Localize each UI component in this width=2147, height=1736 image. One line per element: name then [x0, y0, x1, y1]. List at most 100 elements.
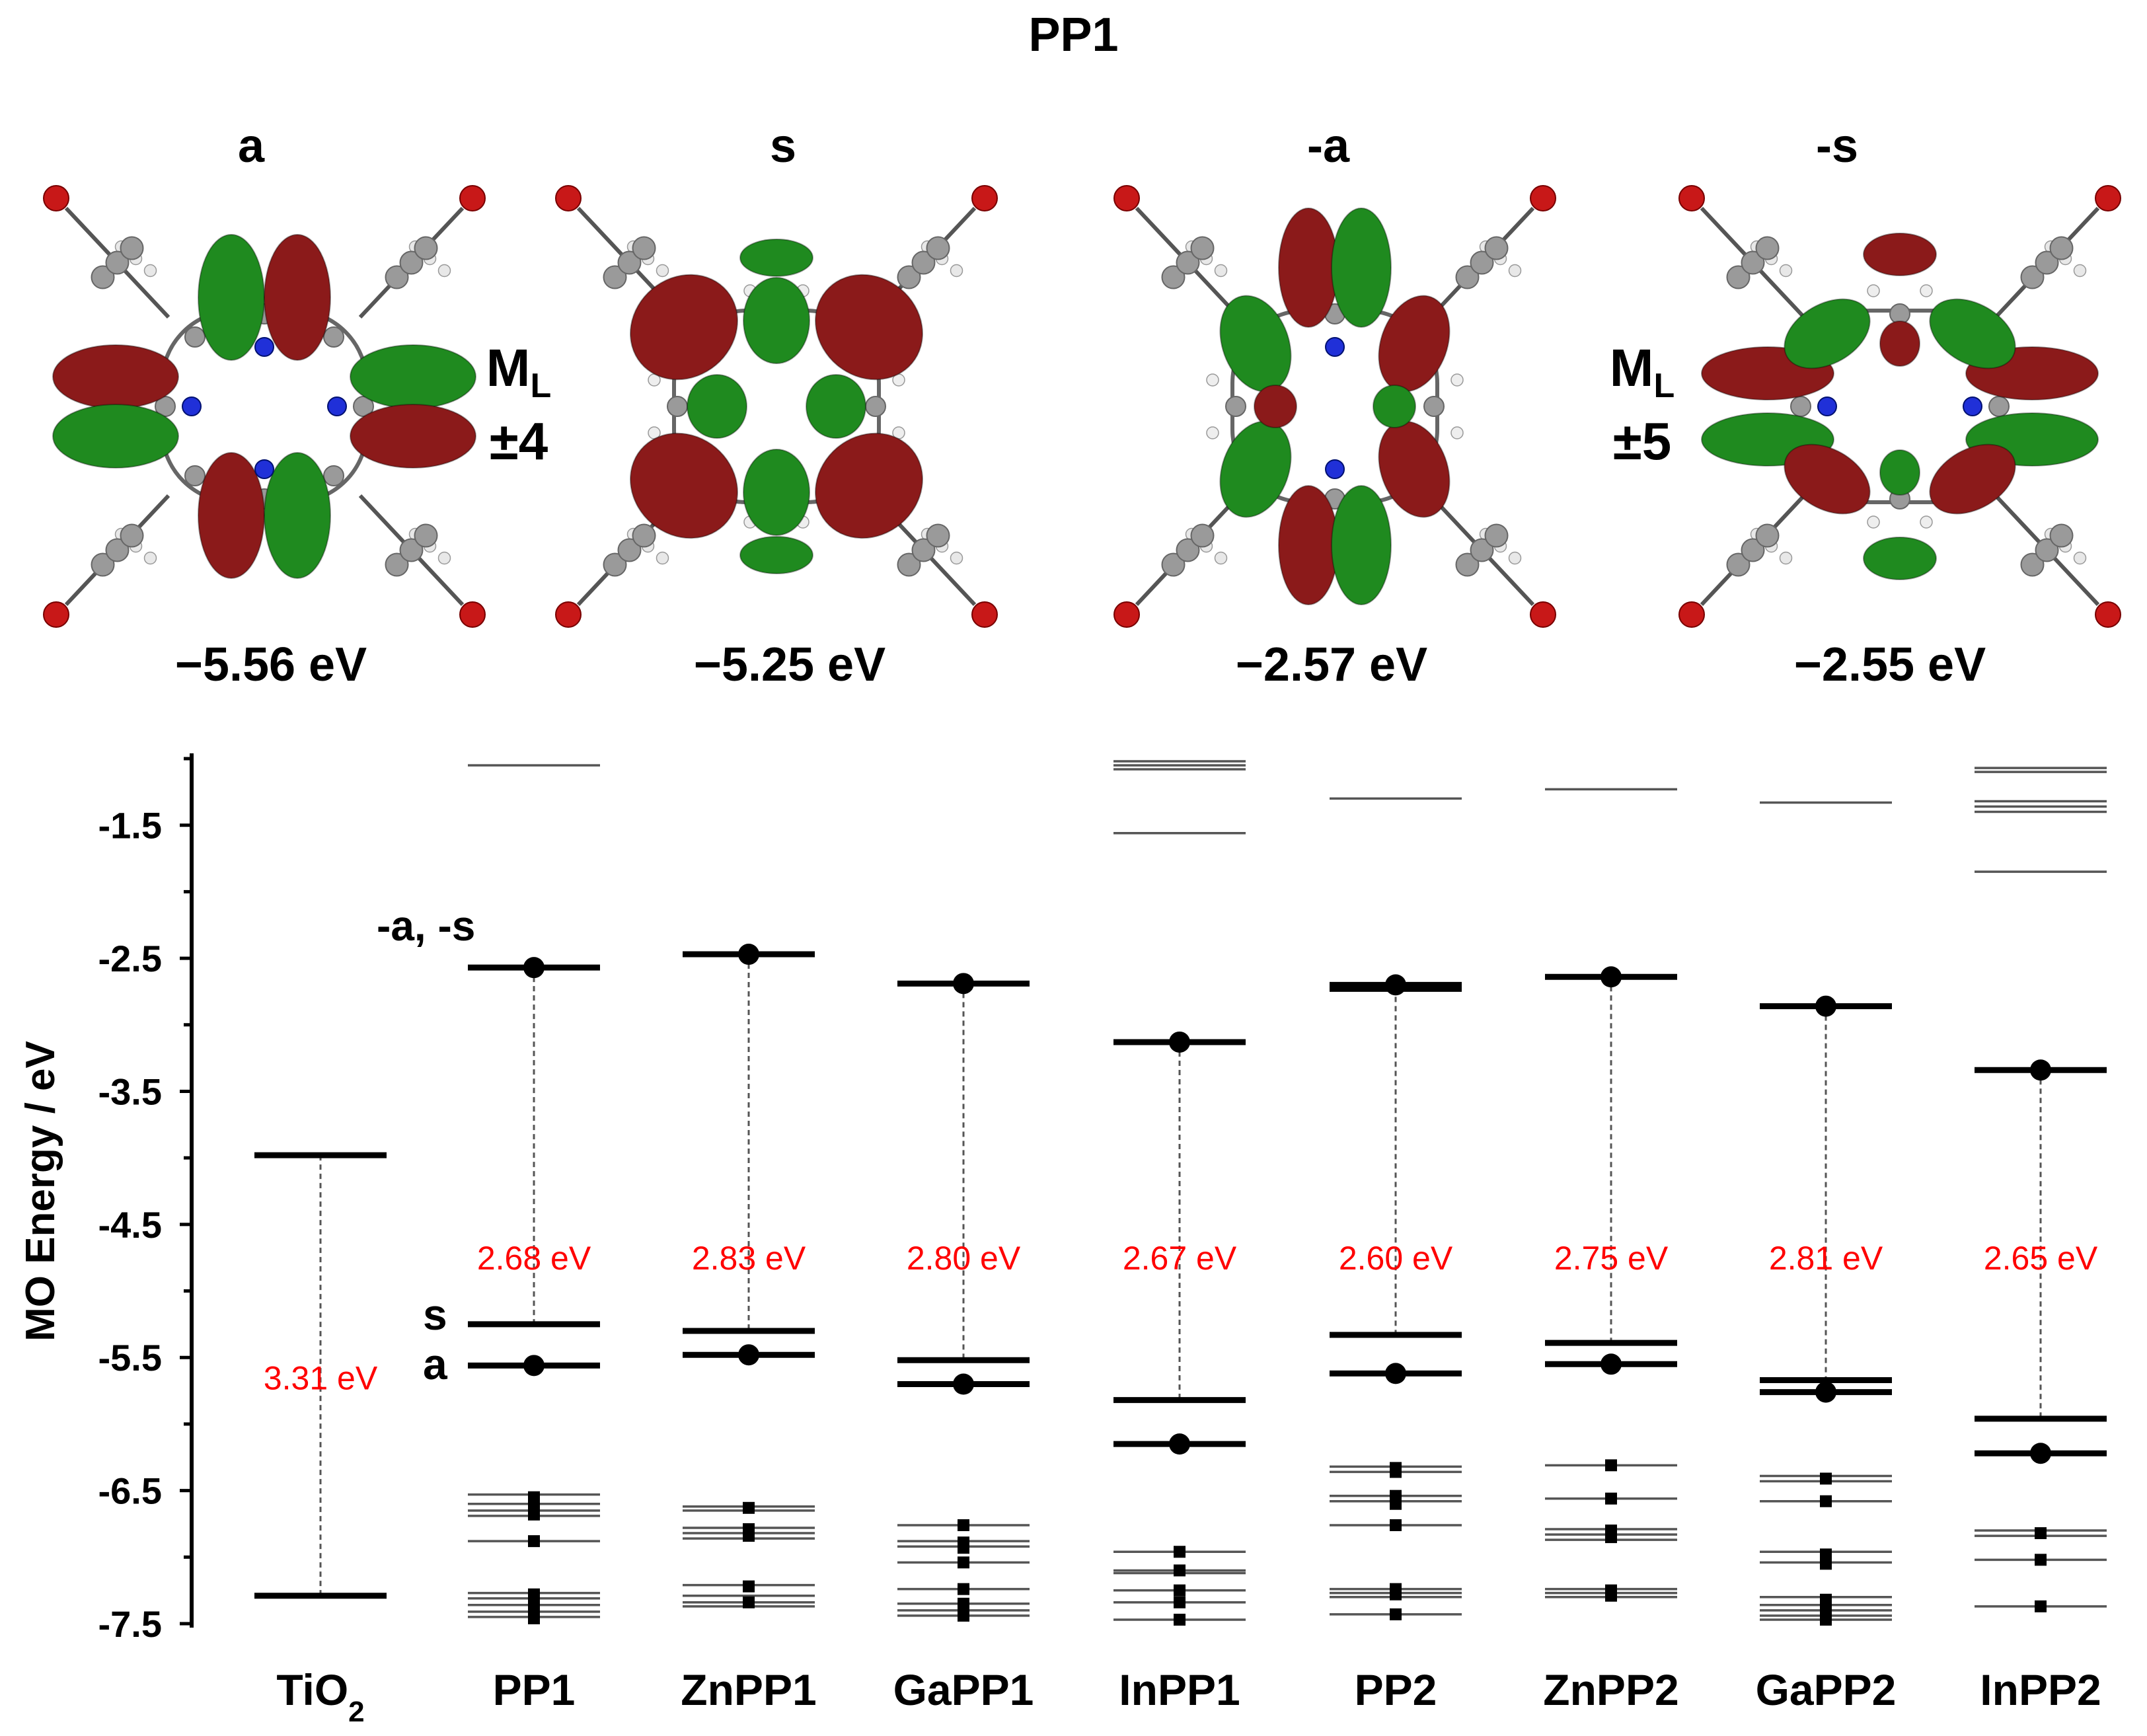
hydrogen-atom	[1214, 551, 1228, 565]
y-tick-label: -4.5	[98, 1204, 163, 1246]
orbital-label-minus-a: -a	[1306, 120, 1350, 172]
level-marker-square	[528, 1508, 540, 1521]
hydrogen-atom	[1508, 264, 1522, 278]
carbon-atom	[897, 552, 921, 577]
carbon-atom	[1726, 265, 1751, 289]
carbon-atom	[911, 250, 936, 275]
bromine-atom	[555, 601, 582, 628]
carbon-atom	[911, 538, 936, 562]
carbon-atom	[1741, 250, 1765, 275]
x-category-label: GaPP2	[1756, 1665, 1897, 1714]
level-marker-square	[1174, 1596, 1186, 1608]
x-category-label: PP2	[1355, 1665, 1437, 1714]
orbital-lobe-green	[739, 239, 813, 277]
bromine-atom	[2095, 185, 2121, 211]
orbital-lobe-red	[814, 432, 924, 539]
level-marker-square	[1605, 1589, 1617, 1602]
gap-label: 2.80 eV	[907, 1240, 1021, 1277]
gap-label: 2.75 eV	[1554, 1240, 1669, 1277]
nitrogen-atom	[254, 337, 274, 357]
level-marker-dot	[1385, 974, 1406, 996]
carbon-atom	[105, 538, 130, 562]
level-marker-square	[1390, 1519, 1402, 1531]
hydrogen-atom	[1779, 551, 1793, 565]
nitrogen-atom	[254, 459, 274, 479]
orbital-lobe-green	[1331, 485, 1392, 605]
gap-label: 2.68 eV	[477, 1240, 591, 1277]
carbon-atom	[120, 236, 144, 260]
nitrogen-atom	[1817, 396, 1837, 416]
carbon-atom	[91, 552, 115, 577]
hydrogen-atom	[1450, 426, 1464, 439]
carbon-atom	[1755, 523, 1780, 548]
orbital-lobe-red	[264, 234, 331, 361]
y-tick-label: -3.5	[98, 1071, 163, 1112]
level-marker-square	[1174, 1546, 1186, 1558]
carbon-atom	[1190, 236, 1215, 260]
y-tick-label: -5.5	[98, 1337, 163, 1378]
hydrogen-atom	[437, 264, 451, 278]
gap-label: 3.31 eV	[264, 1359, 378, 1396]
gap-label: 2.60 eV	[1339, 1240, 1453, 1277]
orbital-lobe-green	[264, 452, 331, 579]
level-marker-square	[528, 1535, 540, 1548]
carbon-atom	[2049, 523, 2074, 548]
level-marker-square	[958, 1542, 969, 1554]
level-marker-square	[1174, 1613, 1186, 1626]
nitrogen-atom	[1325, 459, 1345, 479]
hydrogen-atom	[1779, 264, 1793, 278]
carbon-atom	[632, 523, 656, 548]
orbital-lobe-green	[743, 277, 810, 364]
orbital-lobe-red	[1254, 385, 1297, 428]
y-tick-label: -7.5	[98, 1603, 163, 1645]
hydrogen-atom	[950, 264, 963, 278]
ml-label-4: ML ±4	[486, 338, 552, 471]
orbital-lobe-red	[1863, 233, 1937, 276]
carbon-atom	[385, 265, 409, 289]
carbon-atom	[353, 396, 374, 417]
level-marker-dot	[2030, 1059, 2051, 1081]
orbital-lobe-red	[1879, 321, 1920, 367]
orbital-lobe-green	[743, 449, 810, 536]
level-marker-square	[1605, 1459, 1617, 1472]
carbon-atom	[1455, 265, 1480, 289]
gap-label: 2.81 eV	[1769, 1240, 1883, 1277]
level-marker-square	[2035, 1554, 2047, 1566]
column-inpp1: 2.67 eV InPP1	[1113, 760, 1246, 1714]
hydrogen-atom	[1867, 284, 1880, 297]
column-znpp1: 2.83 eV ZnPP1	[681, 944, 817, 1714]
carbon-atom	[120, 523, 144, 548]
gap-label: 2.83 eV	[692, 1240, 806, 1277]
level-marker-square	[528, 1612, 540, 1624]
level-marker-square	[743, 1501, 755, 1514]
level-marker-square	[1820, 1558, 1832, 1570]
column-gapp2: 2.81 eV GaPP2	[1756, 801, 1897, 1714]
orbital-lobe-green	[806, 374, 866, 439]
carbon-atom	[603, 552, 627, 577]
carbon-atom	[617, 250, 642, 275]
y-tick-label: -1.5	[98, 805, 163, 847]
level-marker-square	[1820, 1613, 1832, 1626]
nitrogen-atom	[1963, 396, 1982, 416]
orbital-energy-s: −5.25 eV	[693, 638, 886, 691]
hydrogen-atom	[1450, 373, 1464, 387]
orbital-lobe-red	[350, 404, 476, 469]
bromine-atom	[1678, 601, 1705, 628]
orbital-image-minus-a	[1113, 185, 1556, 628]
carbon-atom	[1161, 265, 1186, 289]
orbital-lobe-green	[739, 536, 813, 574]
x-category-label: PP1	[493, 1665, 576, 1714]
orbital-energy-a: −5.56 eV	[174, 638, 367, 691]
level-marker-square	[1605, 1492, 1617, 1505]
carbon-atom	[1225, 396, 1246, 417]
carbon-atom	[603, 265, 627, 289]
carbon-atom	[1988, 396, 2010, 417]
carbon-atom	[1741, 538, 1765, 562]
bromine-atom	[971, 601, 998, 628]
carbon-atom	[1484, 236, 1509, 260]
x-category-label: GaPP1	[893, 1665, 1034, 1714]
bromine-atom	[1113, 185, 1140, 211]
carbon-atom	[1790, 396, 1811, 417]
annotation-minus-a-minus-s: -a, -s	[377, 902, 475, 950]
orbital-lobe-red	[1784, 443, 1871, 515]
